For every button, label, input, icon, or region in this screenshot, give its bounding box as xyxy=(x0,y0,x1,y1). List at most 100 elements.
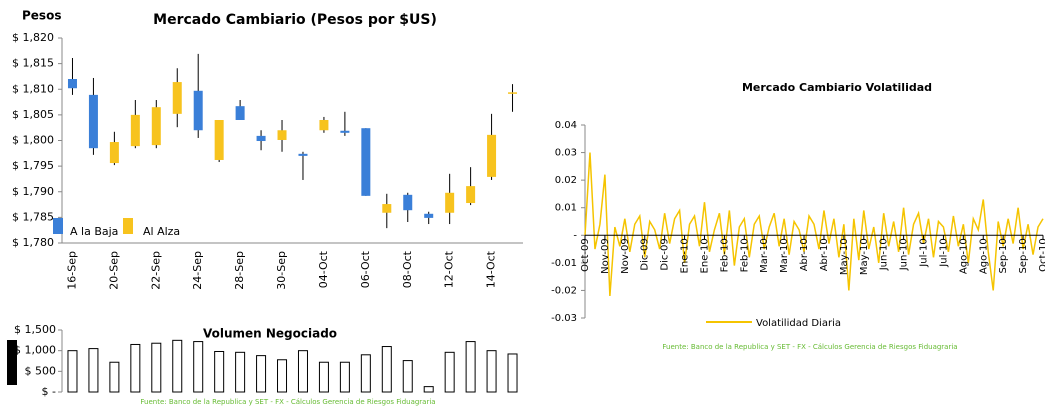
y-tick-label: -0.01 xyxy=(551,258,577,269)
y-tick-label: -0.03 xyxy=(551,313,577,324)
x-tick-label: Ago-10 xyxy=(958,238,969,274)
y-tick-label: $ 1,795 xyxy=(12,159,54,172)
bar xyxy=(172,339,183,393)
y-tick-label: $ 1,800 xyxy=(12,134,54,147)
legend-label: Al Alza xyxy=(143,225,180,238)
legend-swatch xyxy=(123,218,133,234)
x-tick-label: Ene-10 xyxy=(699,238,710,273)
y-tick-label: $ 1,785 xyxy=(12,210,54,223)
candle-body xyxy=(172,82,182,114)
y-tick-label: 0.01 xyxy=(555,203,577,214)
bar xyxy=(423,386,434,393)
chart-title: Mercado Cambiario (Pesos por $US) xyxy=(153,12,437,28)
chart-title: Mercado Cambiario Volatilidad xyxy=(742,81,932,94)
y-tick-label: $ 1,500 xyxy=(14,323,56,336)
candle-body xyxy=(487,134,497,177)
candle-body xyxy=(109,142,119,164)
x-tick-label: 08-Oct xyxy=(401,250,414,288)
bar xyxy=(88,348,99,393)
y-tick-label: $ 1,790 xyxy=(12,185,54,198)
x-tick-label: 28-Sep xyxy=(233,251,246,290)
y-axis-label: Pesos xyxy=(22,9,61,23)
candle-body xyxy=(193,90,203,131)
y-tick-label: $ 1,810 xyxy=(12,82,54,95)
x-tick-label: Jun-10 xyxy=(899,238,910,271)
candle-body xyxy=(466,186,476,204)
x-tick-label: 06-Oct xyxy=(359,250,372,288)
x-tick-label: 20-Sep xyxy=(107,251,120,290)
x-tick-label: Abr-10 xyxy=(819,238,830,271)
chart-title: Volumen Negociado xyxy=(203,327,337,341)
candle-body xyxy=(403,194,413,211)
y-tick-label: 0.02 xyxy=(555,175,577,186)
bar xyxy=(151,342,162,393)
legend-label: A la Baja xyxy=(70,225,118,238)
bar xyxy=(130,343,141,393)
legend-label: Volatilidad Diaria xyxy=(756,318,841,329)
y-tick-label: - xyxy=(573,230,577,241)
y-tick-label: $ 500 xyxy=(25,364,57,377)
x-tick-label: Jul-10 xyxy=(919,238,930,267)
bar xyxy=(109,361,120,393)
candle-body xyxy=(319,120,329,131)
x-tick-label: Dic-09 xyxy=(640,238,651,270)
bar xyxy=(67,350,78,393)
x-tick-label: Mar-10 xyxy=(779,238,790,273)
y-tick-label: $ 1,815 xyxy=(12,57,54,70)
x-tick-label: Feb-10 xyxy=(719,238,730,272)
candle-body xyxy=(214,120,224,160)
x-tick-label: 14-Oct xyxy=(485,250,498,288)
candle-body xyxy=(130,114,140,147)
bar xyxy=(339,361,350,393)
candle-body xyxy=(277,130,287,140)
x-tick-label: 12-Oct xyxy=(443,250,456,288)
bar xyxy=(277,359,288,393)
bar xyxy=(486,350,497,393)
y-tick-label: $ 1,000 xyxy=(14,344,56,357)
x-tick-label: Ago-10 xyxy=(978,238,989,274)
x-tick-label: Jun-10 xyxy=(879,238,890,271)
x-tick-label: Oct-09 xyxy=(580,238,591,272)
bar xyxy=(297,350,308,393)
x-tick-label: May-10 xyxy=(859,238,870,275)
x-tick-label: Feb-10 xyxy=(739,238,750,272)
y-tick-label: 0.03 xyxy=(555,148,577,159)
x-tick-label: Jul-10 xyxy=(938,238,949,267)
footnote: Fuente: Banco de la Republica y SET - FX… xyxy=(662,343,957,351)
y-tick-label: $ 1,820 xyxy=(12,31,54,44)
x-tick-label: Sep-10 xyxy=(998,238,1009,273)
x-tick-label: Dic-09 xyxy=(660,238,671,270)
x-tick-label: Mar-10 xyxy=(759,238,770,273)
candle-body xyxy=(361,128,371,196)
y-tick-label: 0.04 xyxy=(555,120,577,131)
candle-body xyxy=(424,213,434,218)
x-tick-label: 30-Sep xyxy=(275,251,288,290)
bar xyxy=(507,353,518,393)
x-tick-label: Sep-10 xyxy=(1018,238,1029,273)
candle-body xyxy=(298,153,308,156)
legend-swatch xyxy=(7,340,17,385)
x-tick-label: Nov-09 xyxy=(620,238,631,274)
y-tick-label: -0.02 xyxy=(551,285,577,296)
candle-body xyxy=(256,135,266,142)
candle-body xyxy=(508,92,518,94)
candle-body xyxy=(151,107,161,146)
bar xyxy=(402,360,413,393)
x-tick-label: 04-Oct xyxy=(317,250,330,288)
y-tick-label: $ - xyxy=(42,385,56,398)
x-tick-label: 22-Sep xyxy=(149,251,162,290)
candle-body xyxy=(382,204,392,213)
bar xyxy=(444,351,455,393)
y-tick-label: $ 1,780 xyxy=(12,236,54,249)
x-tick-label: May-10 xyxy=(839,238,850,275)
candle-body xyxy=(67,79,77,89)
candle-body xyxy=(88,94,98,149)
x-tick-label: 16-Sep xyxy=(65,251,78,290)
footnote: Fuente: Banco de la Republica y SET - FX… xyxy=(140,398,435,406)
candle-body xyxy=(235,106,245,120)
bar xyxy=(214,350,225,393)
x-tick-label: Nov-09 xyxy=(600,238,611,274)
legend-swatch xyxy=(53,218,63,234)
